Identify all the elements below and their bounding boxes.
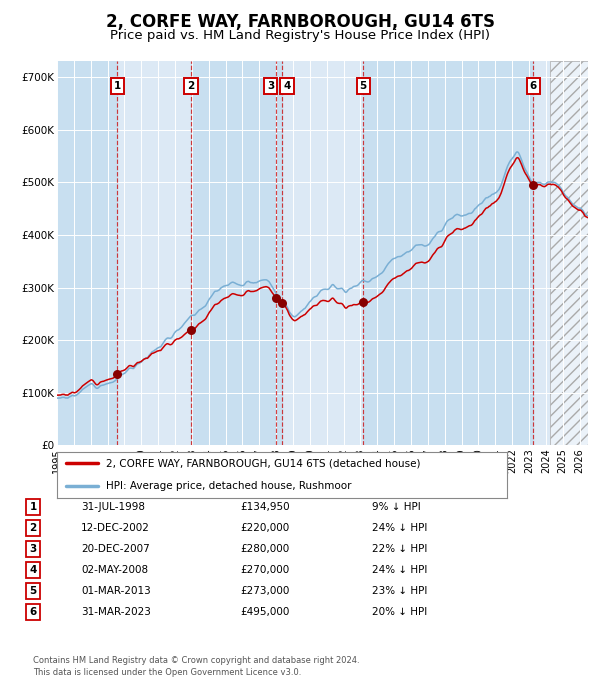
Text: HPI: Average price, detached house, Rushmoor: HPI: Average price, detached house, Rush… xyxy=(107,481,352,491)
Text: £495,000: £495,000 xyxy=(240,607,289,617)
Bar xyxy=(363,61,533,445)
Text: £134,950: £134,950 xyxy=(240,502,290,511)
Text: 24% ↓ HPI: 24% ↓ HPI xyxy=(372,523,427,532)
Text: 23% ↓ HPI: 23% ↓ HPI xyxy=(372,586,427,596)
Bar xyxy=(57,61,118,445)
Text: 1: 1 xyxy=(29,502,37,511)
Text: 1: 1 xyxy=(114,81,121,91)
Text: 2, CORFE WAY, FARNBOROUGH, GU14 6TS (detached house): 2, CORFE WAY, FARNBOROUGH, GU14 6TS (det… xyxy=(107,458,421,468)
Text: 6: 6 xyxy=(530,81,537,91)
Text: 2: 2 xyxy=(187,81,194,91)
Text: Contains HM Land Registry data © Crown copyright and database right 2024.
This d: Contains HM Land Registry data © Crown c… xyxy=(33,656,359,677)
Bar xyxy=(550,61,588,445)
Text: £280,000: £280,000 xyxy=(240,544,289,554)
Text: £273,000: £273,000 xyxy=(240,586,289,596)
Text: 4: 4 xyxy=(29,565,37,575)
Text: 5: 5 xyxy=(359,81,367,91)
Text: 3: 3 xyxy=(267,81,274,91)
Bar xyxy=(550,61,588,445)
Text: 22% ↓ HPI: 22% ↓ HPI xyxy=(372,544,427,554)
Bar xyxy=(191,61,282,445)
Text: 12-DEC-2002: 12-DEC-2002 xyxy=(81,523,150,532)
Text: 2: 2 xyxy=(29,523,37,532)
Text: 20-DEC-2007: 20-DEC-2007 xyxy=(81,544,150,554)
Text: 31-MAR-2023: 31-MAR-2023 xyxy=(81,607,151,617)
Text: Price paid vs. HM Land Registry's House Price Index (HPI): Price paid vs. HM Land Registry's House … xyxy=(110,29,490,42)
Text: £220,000: £220,000 xyxy=(240,523,289,532)
Text: 24% ↓ HPI: 24% ↓ HPI xyxy=(372,565,427,575)
Text: 31-JUL-1998: 31-JUL-1998 xyxy=(81,502,145,511)
Text: 6: 6 xyxy=(29,607,37,617)
Text: 9% ↓ HPI: 9% ↓ HPI xyxy=(372,502,421,511)
Text: 02-MAY-2008: 02-MAY-2008 xyxy=(81,565,148,575)
Text: 5: 5 xyxy=(29,586,37,596)
Text: 4: 4 xyxy=(283,81,290,91)
Text: 3: 3 xyxy=(29,544,37,554)
Text: 20% ↓ HPI: 20% ↓ HPI xyxy=(372,607,427,617)
Text: 2, CORFE WAY, FARNBOROUGH, GU14 6TS: 2, CORFE WAY, FARNBOROUGH, GU14 6TS xyxy=(106,13,494,31)
Text: 01-MAR-2013: 01-MAR-2013 xyxy=(81,586,151,596)
Text: £270,000: £270,000 xyxy=(240,565,289,575)
